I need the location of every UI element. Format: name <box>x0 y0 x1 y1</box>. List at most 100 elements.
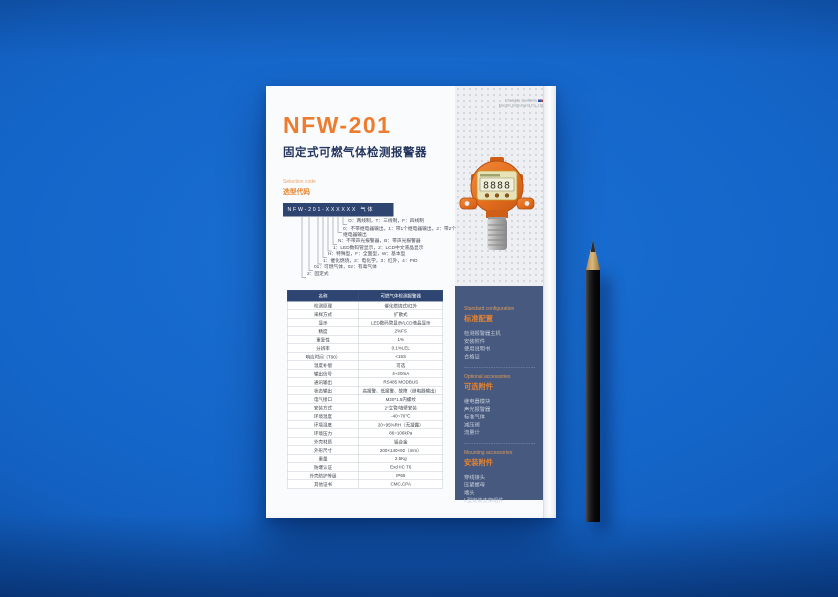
spec-value: RS485 MODBUS <box>358 377 443 387</box>
spec-label: 精度 <box>287 326 359 336</box>
spec-value: <15S <box>358 352 443 361</box>
spec-label: 显示 <box>287 318 359 327</box>
spec-header-cell: 名称 <box>287 290 359 302</box>
spec-value: 高报警、低报警、故障（继电器输出） <box>358 386 443 395</box>
spec-label: 环境温度 <box>287 411 359 421</box>
spec-label: 防爆认证 <box>287 462 359 472</box>
spec-row: 分辨率 0.1%LEL <box>287 343 443 353</box>
product-model: NFW-201 <box>283 112 392 138</box>
spec-label: 外形尺寸 <box>287 445 359 455</box>
sidebar-section-title-en: Mounting accessories <box>464 449 513 456</box>
spec-value: CMC,CPA <box>358 479 443 489</box>
spec-label: 重复性 <box>287 335 359 344</box>
code-option-line: 1：LED数码管显示，2：LCD中文液晶显示 <box>333 244 424 251</box>
sidebar-item: 使用说明书 <box>464 346 491 352</box>
spec-row: 输出信号 4~20mA <box>287 369 443 378</box>
selection-code-label-cn: 选型代码 <box>283 188 310 196</box>
sidebar-item: 合格证 <box>464 353 480 360</box>
device-sensor-ring <box>488 217 506 220</box>
spec-value: 2%FS <box>358 326 443 336</box>
sidebar-item: 流量计 <box>464 429 480 436</box>
brand-logo-icon <box>538 99 543 102</box>
product-name: 固定式可燃气体检测报警器 <box>283 147 427 159</box>
device-lcd-digits: 8888 <box>483 181 511 192</box>
spec-label: 检测原理 <box>287 301 359 310</box>
code-tree-connector <box>322 217 327 258</box>
accessories-sidebar: Standard configuration 标准配置 检测报警器主机 安装附件 使用说… <box>455 286 543 504</box>
sidebar-item: 继电器模块 <box>464 398 491 405</box>
code-tree-connector <box>342 217 347 225</box>
spec-value: 0.1%LEL <box>358 343 443 353</box>
brand-block: Chengdu Southern Electric Instrument Co.… <box>469 98 543 116</box>
spec-label: 状态输出 <box>287 386 359 395</box>
spec-row: 重量 2.5Kg <box>287 454 443 463</box>
sidebar-item: 标准气体 <box>464 414 485 420</box>
sidebar-item: L型安装支架组件 <box>464 497 504 504</box>
model-code-bar: NFW-201-XXXXXX 气体 <box>283 203 394 217</box>
spec-value: 1% <box>358 335 443 344</box>
code-option-line: 2：固定式 <box>307 271 329 277</box>
spec-label: 温度补偿 <box>287 360 359 370</box>
device-ear-hole <box>524 201 530 206</box>
sidebar-item: 安装附件 <box>464 338 485 345</box>
sidebar-item: 堵头 <box>464 489 475 496</box>
spec-row: 其他证书 CMC,CPA <box>287 479 443 489</box>
code-option-line: O：两线制，T：三线制，F：四线制 <box>348 218 424 224</box>
spec-value: 2.5Kg <box>358 454 443 463</box>
pencil-body <box>586 269 600 522</box>
spec-row: 防爆认证 Exd IIC T6 <box>287 462 443 472</box>
brand-name: Chengdu Southern <box>469 98 543 103</box>
pencil <box>586 240 600 522</box>
sidebar-item: 减压阀 <box>464 421 480 428</box>
sidebar-item: 检测报警器主机 <box>464 330 501 337</box>
spec-value: M20*1.5内螺纹 <box>358 394 443 404</box>
code-tree-connector <box>301 217 306 278</box>
sidebar-section-title-cn: 安装附件 <box>464 458 493 467</box>
spec-value: 2″立管/墙壁安装 <box>358 403 443 412</box>
spec-row: 电气接口 M20*1.5内螺纹 <box>287 394 443 404</box>
spec-value: -40~70℃ <box>358 411 443 421</box>
spec-header-cell: 可燃气体检测报警器 <box>358 290 443 302</box>
sidebar-section-title-cn: 可选附件 <box>464 383 493 391</box>
sidebar-section-title-en: Optional accessories <box>464 374 511 380</box>
sidebar-divider <box>464 443 535 444</box>
code-tree-connector <box>327 217 332 252</box>
spec-label: 响应时间（T90） <box>287 352 359 361</box>
spec-row: 精度 2%FS <box>287 326 443 336</box>
spec-value: 86~106kPa <box>358 428 443 438</box>
sidebar-item: 声光报警器 <box>464 406 491 413</box>
sidebar-section-title-cn: 标准配置 <box>464 315 493 323</box>
spec-label: 外壳材质 <box>287 437 359 446</box>
spec-value: 可选 <box>358 360 443 370</box>
spec-label: 采样方式 <box>287 309 359 319</box>
spec-row: 外壳材质 铝合金 <box>287 437 443 446</box>
spec-row: 检测原理 催化燃烧式/红外 <box>287 301 443 310</box>
pencil-lead <box>590 240 596 252</box>
spec-label: 重量 <box>287 454 359 463</box>
spec-row: 环境温度 -40~70℃ <box>287 411 443 421</box>
device-collar <box>486 210 508 218</box>
code-option-line: N：不带声光报警器，B：带声光报警器 <box>338 238 421 244</box>
code-option-line: 01：可燃气体，02：有毒气体 <box>314 264 377 270</box>
device-ear-hole <box>464 201 470 206</box>
spec-label: 安装方式 <box>287 403 359 412</box>
code-tree-connector <box>317 217 322 265</box>
spec-table-wrap: 名称 可燃气体检测报警器 检测原理 催化燃烧式/红外 采样方式 扩散式 显示 LED数码管显示… <box>287 290 447 490</box>
selection-code-heading: Selection code 选型代码 <box>283 179 353 201</box>
spec-row: 状态输出 高报警、低报警、故障（继电器输出） <box>287 386 443 395</box>
datasheet-page: Chengdu Southern Electric Instrument Co.… <box>266 86 556 518</box>
spec-row: 外壳防护等级 IP65 <box>287 471 443 480</box>
spec-value: 200×140×92（mm） <box>358 445 443 455</box>
spec-label: 电气接口 <box>287 394 359 404</box>
spec-label: 分辨率 <box>287 343 359 353</box>
sidebar-section-title-en: Standard configuration <box>464 306 515 312</box>
spec-value: 4~20mA <box>358 369 443 378</box>
spec-label: 环境压力 <box>287 428 359 438</box>
device-panel-logo <box>480 174 500 177</box>
selection-code-label-en: Selection code <box>283 179 316 185</box>
spec-row: 采样方式 扩散式 <box>287 309 443 319</box>
spec-label: 外壳防护等级 <box>287 471 359 480</box>
spec-row: 响应时间（T90） <15S <box>287 352 443 361</box>
spec-label: 其他证书 <box>287 479 359 489</box>
